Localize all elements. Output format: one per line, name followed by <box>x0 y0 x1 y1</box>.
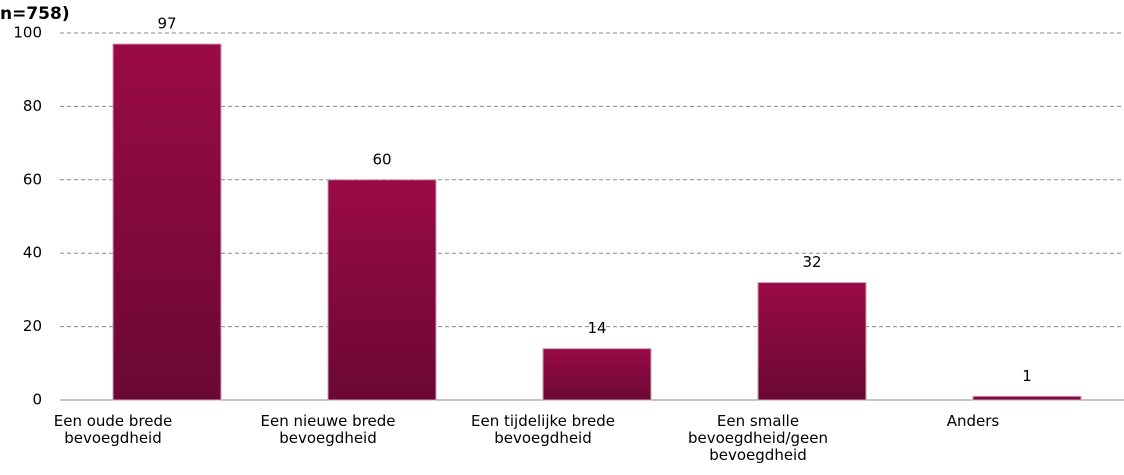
bar <box>112 43 222 401</box>
data-label: 14 <box>587 319 606 337</box>
y-tick-label: 40 <box>23 244 42 262</box>
y-tick-label: 60 <box>23 170 42 188</box>
chart-title: n=758) <box>0 4 70 24</box>
x-tick-label: Een oude brede bevoegdheid <box>53 412 173 447</box>
bar <box>327 179 437 401</box>
x-tick-label: Een nieuwe brede bevoegdheid <box>260 412 396 447</box>
bar <box>972 395 1082 401</box>
data-label: 1 <box>1022 367 1032 385</box>
x-tick-label: Een tijdelijke brede bevoegdheid <box>471 412 615 447</box>
data-label: 97 <box>157 15 176 33</box>
data-label: 60 <box>372 150 391 168</box>
y-tick-label: 20 <box>23 317 42 335</box>
data-label: 32 <box>802 253 821 271</box>
bar <box>757 282 867 401</box>
y-tick-label: 100 <box>13 24 42 42</box>
y-tick-label: 80 <box>23 97 42 115</box>
x-tick-label: Anders <box>946 412 1000 430</box>
x-tick-label: Een smalle bevoegdheid/geen bevoegdheid <box>687 412 829 464</box>
y-tick-label: 0 <box>32 391 42 409</box>
bar <box>542 348 652 401</box>
